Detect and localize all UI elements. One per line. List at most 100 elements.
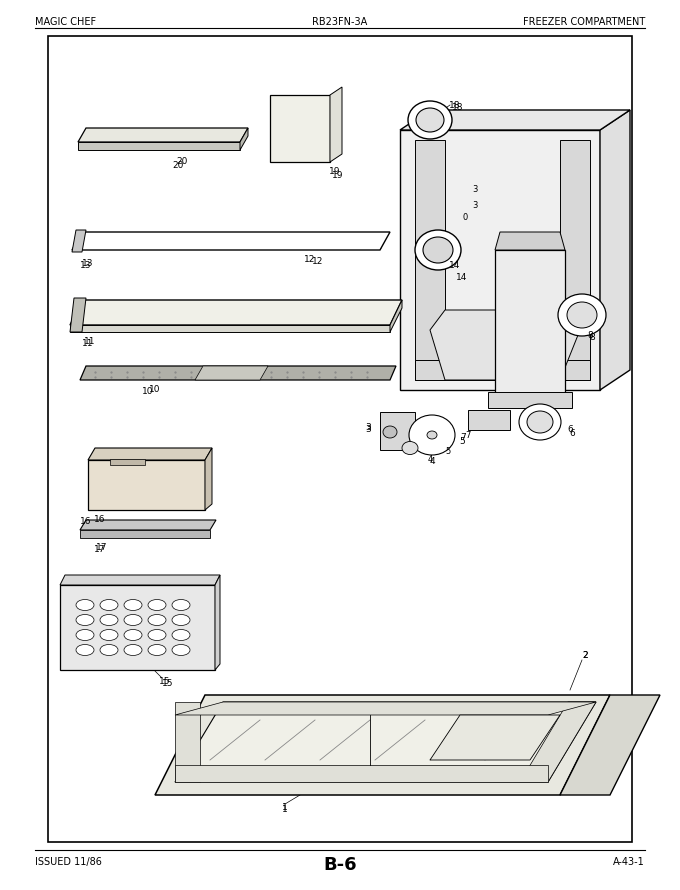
Polygon shape (175, 765, 548, 782)
Polygon shape (400, 130, 600, 390)
Ellipse shape (124, 644, 142, 656)
Ellipse shape (172, 614, 190, 626)
Text: FREEZER COMPARTMENT: FREEZER COMPARTMENT (523, 17, 645, 27)
Text: 12: 12 (312, 257, 324, 266)
Text: RB23FN-3A: RB23FN-3A (312, 17, 368, 27)
Ellipse shape (148, 629, 166, 641)
Polygon shape (175, 702, 596, 715)
Text: 7: 7 (465, 431, 471, 440)
Polygon shape (430, 310, 580, 380)
Ellipse shape (148, 600, 166, 611)
Polygon shape (495, 250, 565, 400)
Text: 16: 16 (80, 517, 92, 527)
Text: 5: 5 (459, 438, 465, 447)
Polygon shape (400, 110, 630, 130)
Polygon shape (270, 95, 330, 162)
Ellipse shape (76, 644, 94, 656)
Polygon shape (560, 695, 660, 795)
Ellipse shape (409, 415, 455, 455)
Polygon shape (215, 575, 220, 670)
Text: 20: 20 (172, 160, 184, 169)
Ellipse shape (416, 108, 444, 132)
Text: 7: 7 (460, 433, 466, 441)
Ellipse shape (567, 302, 597, 328)
Polygon shape (560, 140, 590, 380)
Text: 12: 12 (305, 255, 316, 264)
Ellipse shape (148, 614, 166, 626)
Polygon shape (60, 585, 215, 670)
Ellipse shape (76, 629, 94, 641)
Polygon shape (78, 142, 240, 150)
Ellipse shape (124, 629, 142, 641)
Polygon shape (80, 530, 210, 538)
Text: 6: 6 (567, 425, 573, 434)
Polygon shape (70, 298, 86, 332)
Ellipse shape (402, 441, 418, 455)
Text: 11: 11 (82, 339, 94, 349)
Text: 20: 20 (176, 158, 188, 166)
Ellipse shape (519, 404, 561, 440)
Ellipse shape (172, 629, 190, 641)
Ellipse shape (100, 644, 118, 656)
Ellipse shape (148, 644, 166, 656)
Polygon shape (240, 128, 248, 150)
Polygon shape (60, 575, 220, 585)
Ellipse shape (76, 614, 94, 626)
Ellipse shape (558, 294, 606, 336)
Text: 14: 14 (449, 261, 460, 270)
Polygon shape (70, 325, 390, 332)
Text: 4: 4 (429, 457, 435, 466)
Text: 14: 14 (456, 273, 468, 282)
Text: 4: 4 (427, 456, 432, 465)
Polygon shape (88, 448, 212, 460)
Polygon shape (380, 412, 415, 450)
Ellipse shape (172, 600, 190, 611)
Text: 3: 3 (365, 423, 371, 432)
Text: 3: 3 (473, 185, 477, 195)
Polygon shape (520, 702, 596, 782)
Text: 19: 19 (333, 172, 344, 181)
Text: 17: 17 (97, 544, 107, 553)
Text: 13: 13 (80, 262, 92, 271)
Text: 2: 2 (582, 651, 588, 659)
Text: 1: 1 (282, 805, 288, 814)
Text: 15: 15 (159, 677, 171, 686)
Text: 1: 1 (282, 804, 288, 813)
Polygon shape (155, 695, 610, 795)
Ellipse shape (383, 426, 397, 438)
Text: 13: 13 (82, 260, 94, 269)
Text: 19: 19 (329, 167, 341, 176)
Ellipse shape (124, 614, 142, 626)
Polygon shape (468, 410, 510, 430)
Text: A-43-1: A-43-1 (613, 857, 645, 867)
Ellipse shape (76, 600, 94, 611)
Text: 0: 0 (462, 214, 468, 222)
Text: 10: 10 (149, 385, 160, 394)
Ellipse shape (100, 600, 118, 611)
Text: 6: 6 (569, 430, 575, 439)
Text: MAGIC CHEF: MAGIC CHEF (35, 17, 96, 27)
Text: 11: 11 (84, 337, 96, 346)
Ellipse shape (408, 101, 452, 139)
Text: 3: 3 (473, 200, 477, 209)
Polygon shape (70, 300, 402, 325)
Text: 10: 10 (142, 387, 154, 397)
Ellipse shape (100, 614, 118, 626)
Text: 8: 8 (589, 333, 595, 342)
Ellipse shape (100, 629, 118, 641)
Bar (110, 459, 145, 465)
Polygon shape (205, 448, 212, 510)
Text: 18: 18 (449, 101, 461, 109)
Ellipse shape (427, 431, 437, 439)
Ellipse shape (124, 600, 142, 611)
Ellipse shape (527, 411, 553, 433)
Polygon shape (78, 128, 248, 142)
Polygon shape (600, 110, 630, 390)
Polygon shape (72, 230, 86, 252)
Text: 2: 2 (582, 651, 588, 659)
Ellipse shape (423, 237, 453, 263)
Text: 16: 16 (95, 515, 106, 524)
Polygon shape (390, 300, 402, 332)
Text: 5: 5 (445, 448, 451, 457)
Text: B-6: B-6 (323, 856, 357, 874)
